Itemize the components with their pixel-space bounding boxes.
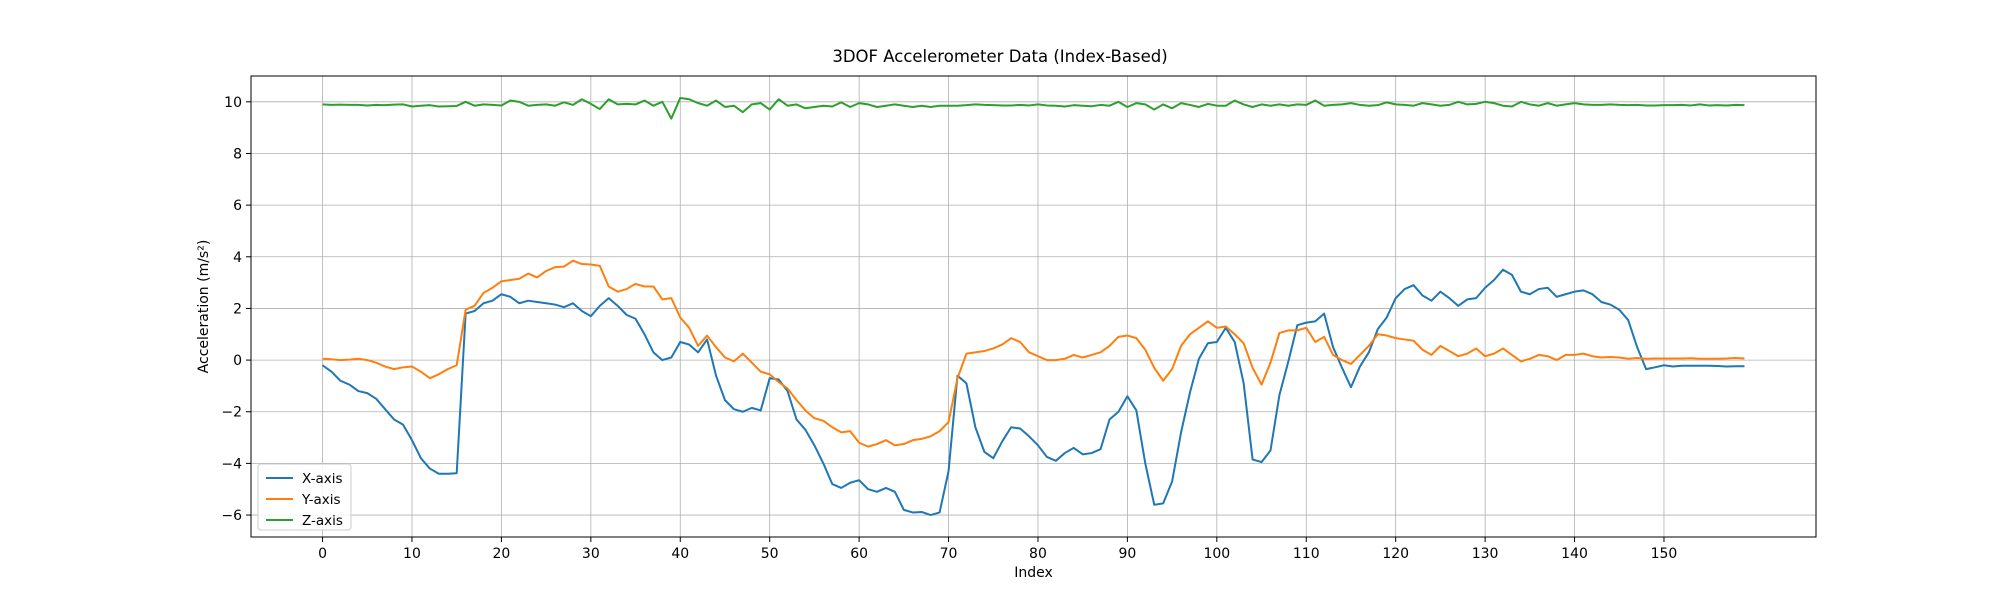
x-axis-label: Index	[1014, 565, 1053, 581]
series-line-1	[321, 268, 1745, 517]
x-tick-label: 90	[1118, 546, 1136, 562]
x-tick-label: 80	[1029, 546, 1047, 562]
legend-label: Y-axis	[301, 492, 341, 508]
x-tick-label: 140	[1561, 546, 1588, 562]
x-tick-label: 30	[582, 546, 600, 562]
x-tick-label: 100	[1203, 546, 1230, 562]
plot-area-frame	[250, 75, 1817, 538]
y-tick-label: 8	[233, 146, 242, 162]
series-line-2	[322, 259, 1745, 448]
y-tick-label: 6	[233, 198, 242, 214]
x-tick-label: 110	[1293, 546, 1320, 562]
y-tick-label: 10	[224, 95, 242, 111]
legend-label: X-axis	[302, 471, 343, 487]
x-tick-label: 150	[1651, 546, 1678, 562]
y-tick-label: −2	[221, 405, 242, 421]
plot-series	[321, 96, 1745, 517]
legend-box	[257, 463, 352, 531]
y-tick-label: −4	[221, 456, 242, 472]
y-tick-label: 0	[233, 353, 242, 369]
legend-label: Z-axis	[302, 513, 343, 529]
legend: X-axis Y-axis Z-axis	[257, 463, 352, 531]
y-axis-label: Acceleration (m/s²)	[196, 240, 212, 374]
x-tick-label: 50	[761, 546, 779, 562]
x-tick-label: 10	[403, 546, 421, 562]
x-tick-label: 20	[492, 546, 510, 562]
y-tick-label: −6	[221, 508, 242, 524]
y-tick-label: 4	[233, 250, 242, 266]
chart-title: 3DOF Accelerometer Data (Index-Based)	[832, 47, 1167, 66]
x-tick-label: 70	[940, 546, 958, 562]
x-tick-label: 120	[1382, 546, 1409, 562]
x-tick-label: 60	[850, 546, 868, 562]
y-tick-label: 2	[233, 301, 242, 317]
series-line-3	[322, 96, 1745, 120]
x-tick-label: 130	[1472, 546, 1499, 562]
axis-ticks: 0 10 20 30 40 50 60 70 80 90 100 110 120 130 140 150−6−…	[221, 95, 1677, 562]
x-tick-label: 0	[318, 546, 327, 562]
x-tick-label: 40	[671, 546, 689, 562]
